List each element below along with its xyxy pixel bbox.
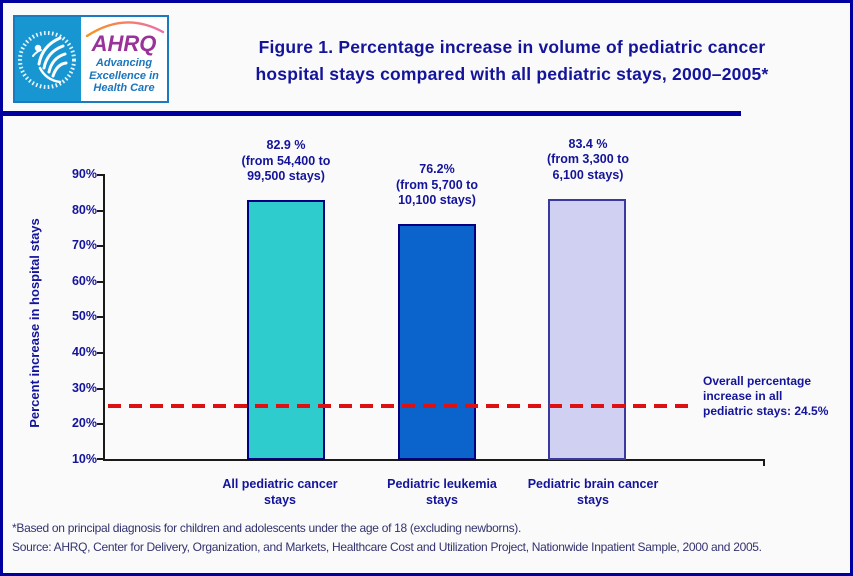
bar-value-label: 83.4 % (from 3,300 to 6,100 stays) <box>547 136 629 182</box>
ahrq-tagline: Advancing Excellence in Health Care <box>89 57 159 94</box>
y-tick <box>97 210 103 212</box>
bar-all-pediatric-cancer <box>247 200 325 460</box>
bar-value-label: 76.2% (from 5,700 to 10,100 stays) <box>396 162 478 208</box>
figure-title-line2: hospital stays compared with all pediatr… <box>255 64 769 84</box>
y-tick <box>97 423 103 425</box>
x-category-label: Pediatric leukemia stays <box>387 477 497 507</box>
header-divider <box>3 111 741 116</box>
ahrq-arc-icon <box>85 21 165 37</box>
y-tick <box>97 352 103 354</box>
ahrq-hhs-logo: AHRQ Advancing Excellence in Health Care <box>13 15 169 103</box>
x-category-label: Pediatric brain cancer stays <box>527 477 659 507</box>
bar-pediatric-leukemia <box>398 224 476 460</box>
y-tick-label: 80% <box>71 203 97 217</box>
bar-value-label: 82.9 % (from 54,400 to 99,500 stays) <box>241 138 331 184</box>
y-tick-label: 10% <box>71 452 97 466</box>
y-tick-label: 90% <box>71 167 97 181</box>
figure-title-line1: Figure 1. Percentage increase in volume … <box>258 37 766 57</box>
y-tick-label: 50% <box>71 309 97 323</box>
y-tick <box>97 388 103 390</box>
y-tick <box>97 174 103 176</box>
reference-line-label: Overall percentage increase in all pedia… <box>703 374 829 418</box>
x-category-label: All pediatric cancer stays <box>222 477 338 507</box>
bar-pediatric-brain-cancer <box>548 198 626 460</box>
y-tick <box>97 245 103 247</box>
y-tick-label: 60% <box>71 274 97 288</box>
y-tick-label: 30% <box>71 381 97 395</box>
y-tick <box>97 316 103 318</box>
y-axis-line <box>103 174 105 461</box>
hhs-seal <box>15 17 81 101</box>
y-tick-label: 40% <box>71 345 97 359</box>
y-tick <box>97 458 103 460</box>
y-tick <box>97 281 103 283</box>
hhs-eagle-icon <box>18 31 76 89</box>
reference-line-24-5-percent <box>108 404 696 409</box>
y-axis-title: Percent increase in hospital stays <box>27 218 42 428</box>
x-axis-end-tick <box>763 459 765 466</box>
x-axis-line <box>103 459 765 461</box>
y-tick-label: 70% <box>71 238 97 252</box>
y-tick-label: 20% <box>71 416 97 430</box>
ahrq-acronym: AHRQ <box>91 31 157 56</box>
footnote-asterisk: *Based on principal diagnosis for childr… <box>12 521 522 535</box>
ahrq-wordmark: AHRQ Advancing Excellence in Health Care <box>81 17 167 101</box>
figure-title: Figure 1. Percentage increase in volume … <box>178 34 846 88</box>
footnote-source: Source: AHRQ, Center for Delivery, Organ… <box>12 540 762 554</box>
